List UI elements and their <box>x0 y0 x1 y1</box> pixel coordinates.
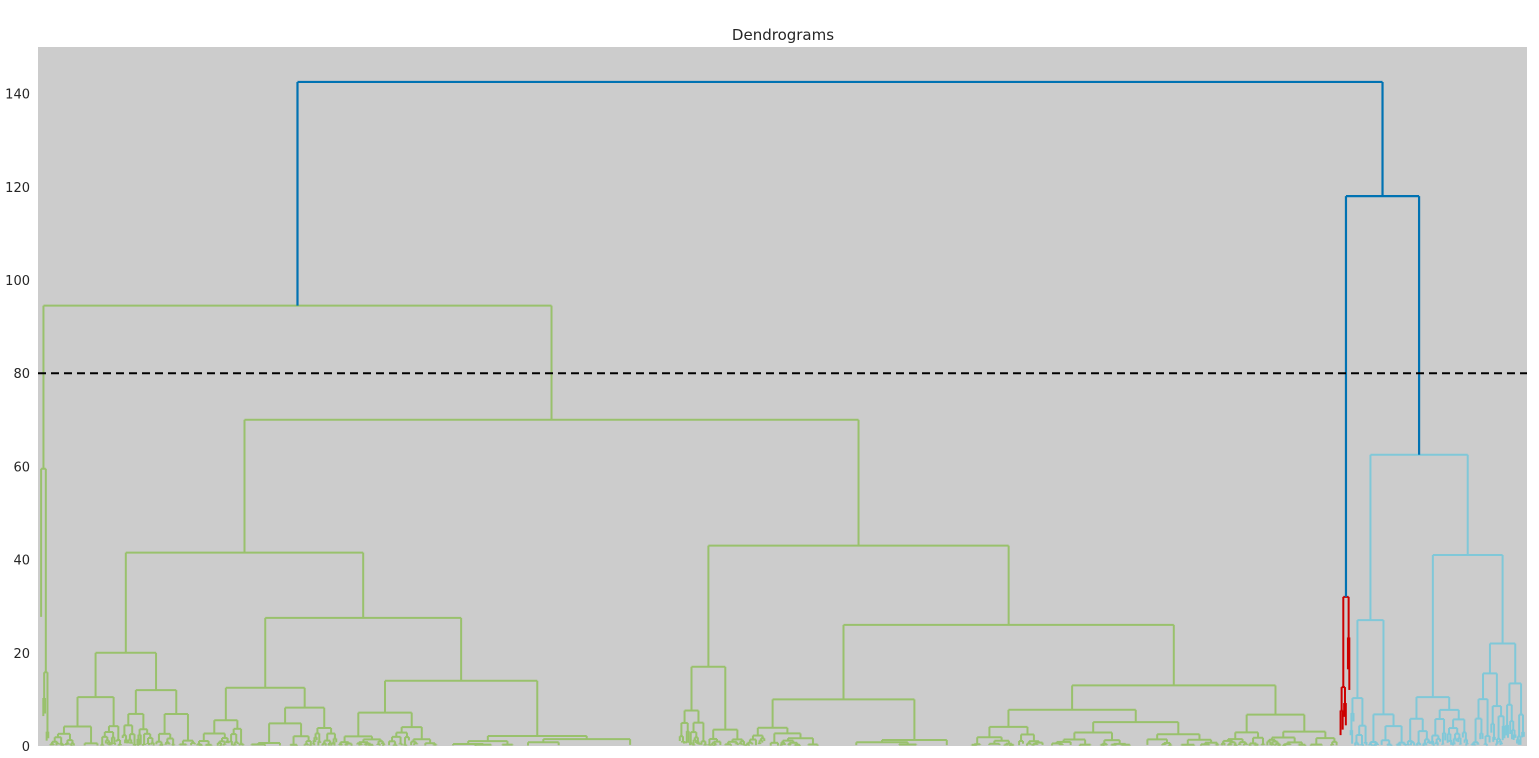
y-tick-label: 140 <box>5 88 30 103</box>
y-tick-label: 120 <box>5 181 30 196</box>
y-axis-ticks: 0 20 40 60 80 100 120 140 <box>5 88 30 755</box>
dendrogram-links <box>40 80 1525 746</box>
y-tick-label: 100 <box>5 274 30 289</box>
y-tick-label: 80 <box>13 367 30 382</box>
y-tick-label: 40 <box>13 554 30 569</box>
chart-title: Dendrograms <box>732 26 834 44</box>
plot-background <box>38 47 1527 746</box>
y-tick-label: 0 <box>22 740 30 755</box>
y-tick-label: 60 <box>13 460 30 475</box>
y-tick-label: 20 <box>13 647 30 662</box>
